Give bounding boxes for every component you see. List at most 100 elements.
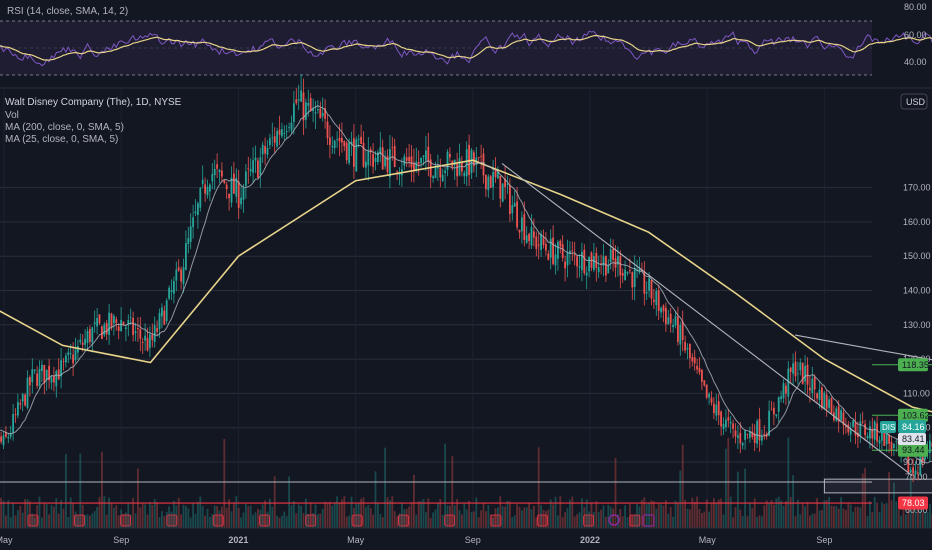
volume-bar bbox=[53, 506, 55, 528]
volume-bar bbox=[852, 511, 854, 528]
candle-body bbox=[761, 436, 763, 441]
volume-bar bbox=[372, 514, 374, 528]
candle-body bbox=[660, 307, 662, 313]
candle-body bbox=[417, 162, 420, 165]
volume-bar bbox=[837, 508, 840, 528]
earnings-marker[interactable] bbox=[490, 514, 502, 527]
candle-body bbox=[314, 112, 317, 114]
candle-body bbox=[631, 272, 634, 288]
earnings-marker[interactable] bbox=[73, 514, 85, 527]
rsi-band bbox=[0, 21, 872, 75]
earnings-marker[interactable] bbox=[351, 514, 363, 527]
volume-bar bbox=[182, 504, 185, 528]
volume-bar bbox=[367, 505, 370, 528]
support-zone[interactable] bbox=[823, 478, 932, 494]
earnings-marker[interactable] bbox=[536, 514, 548, 527]
earnings-marker[interactable] bbox=[27, 514, 39, 527]
volume-bar bbox=[122, 513, 125, 528]
volume-bar bbox=[597, 511, 600, 528]
volume-bar bbox=[468, 500, 470, 528]
volume-bar bbox=[859, 507, 862, 528]
candle-body bbox=[434, 167, 437, 179]
earnings-marker[interactable] bbox=[583, 514, 594, 527]
volume-bar bbox=[9, 517, 12, 528]
volume-bar bbox=[633, 515, 636, 528]
candle-body bbox=[105, 323, 108, 335]
volume-bar bbox=[761, 516, 763, 528]
volume-bar bbox=[595, 501, 598, 528]
candle-body bbox=[650, 279, 653, 299]
price-tick-150: 150.00 bbox=[903, 251, 931, 261]
volume-bar bbox=[787, 437, 790, 528]
indicator-ma200[interactable]: MA (200, close, 0, SMA, 5) bbox=[5, 122, 124, 133]
volume-bar bbox=[449, 505, 451, 528]
volume-bar bbox=[660, 504, 662, 528]
level-badge-93-44: 93.44 bbox=[898, 443, 928, 457]
earnings-marker[interactable] bbox=[444, 514, 456, 527]
candle-body bbox=[89, 328, 91, 342]
event-markers[interactable] bbox=[27, 514, 655, 527]
earnings-marker[interactable] bbox=[120, 514, 131, 527]
volume-bar bbox=[559, 496, 562, 528]
ma200-line[interactable] bbox=[0, 159, 932, 448]
indicator-vol[interactable]: Vol bbox=[5, 110, 19, 121]
candle-body bbox=[146, 337, 149, 351]
symbol-title[interactable]: Walt Disney Company (The), 1D, NYSE bbox=[5, 97, 182, 108]
candle-body bbox=[391, 147, 394, 149]
candle-body bbox=[324, 108, 326, 119]
dividend-marker[interactable] bbox=[608, 514, 620, 526]
candle-body bbox=[197, 203, 199, 215]
earnings-marker[interactable] bbox=[397, 514, 409, 527]
indicator-ma25[interactable]: MA (25, close, 0, SMA, 5) bbox=[5, 134, 118, 145]
volume-bar bbox=[494, 508, 497, 528]
candle-body bbox=[696, 365, 698, 370]
candle-body bbox=[720, 411, 722, 427]
ma25-line[interactable] bbox=[0, 105, 932, 481]
volume-bar bbox=[583, 507, 586, 528]
volume-bar bbox=[41, 517, 43, 528]
candle-body bbox=[869, 426, 871, 439]
candle-body bbox=[909, 469, 912, 473]
volume-bar bbox=[458, 510, 461, 528]
candle-body bbox=[369, 149, 372, 153]
level-badge-118-35: 118.35 bbox=[898, 358, 929, 372]
currency-button[interactable] bbox=[900, 93, 928, 110]
candle-body bbox=[545, 243, 547, 251]
rsi-tick-80: 80.00 bbox=[904, 2, 927, 12]
candle-body bbox=[74, 349, 77, 361]
symbol-badge-text: DIS bbox=[882, 423, 895, 432]
candle-body bbox=[377, 152, 379, 162]
candle-body bbox=[264, 145, 266, 154]
rsi-ma-line bbox=[0, 34, 932, 61]
candle-body bbox=[732, 423, 734, 429]
upcoming-earnings-marker[interactable] bbox=[642, 514, 655, 527]
volume-bar bbox=[605, 516, 607, 528]
volume-bar bbox=[317, 514, 319, 528]
volume-bar bbox=[410, 502, 413, 528]
volume-bar bbox=[379, 513, 382, 528]
volume-bar bbox=[545, 511, 547, 528]
candle-body bbox=[158, 312, 161, 330]
candle-body bbox=[626, 271, 629, 274]
volume-bar bbox=[794, 515, 797, 528]
volume-bar bbox=[693, 501, 696, 528]
volume-bar bbox=[900, 515, 902, 528]
drop-trendline[interactable] bbox=[501, 163, 913, 477]
candle-body bbox=[273, 136, 276, 143]
candle-body bbox=[895, 440, 898, 442]
candle-body bbox=[81, 342, 84, 345]
volume-bar bbox=[624, 505, 626, 528]
volume-bar bbox=[883, 503, 886, 528]
earnings-marker[interactable] bbox=[166, 514, 178, 527]
candle-body bbox=[583, 249, 586, 273]
candle-body bbox=[600, 263, 602, 265]
candle-body bbox=[122, 321, 125, 326]
volume-bar bbox=[247, 506, 250, 528]
earnings-marker[interactable] bbox=[305, 514, 317, 527]
earnings-marker[interactable] bbox=[212, 514, 224, 527]
earnings-marker[interactable] bbox=[259, 514, 270, 527]
earnings-marker[interactable] bbox=[629, 514, 641, 527]
volume-bar bbox=[69, 497, 72, 528]
candle-body bbox=[321, 112, 324, 117]
